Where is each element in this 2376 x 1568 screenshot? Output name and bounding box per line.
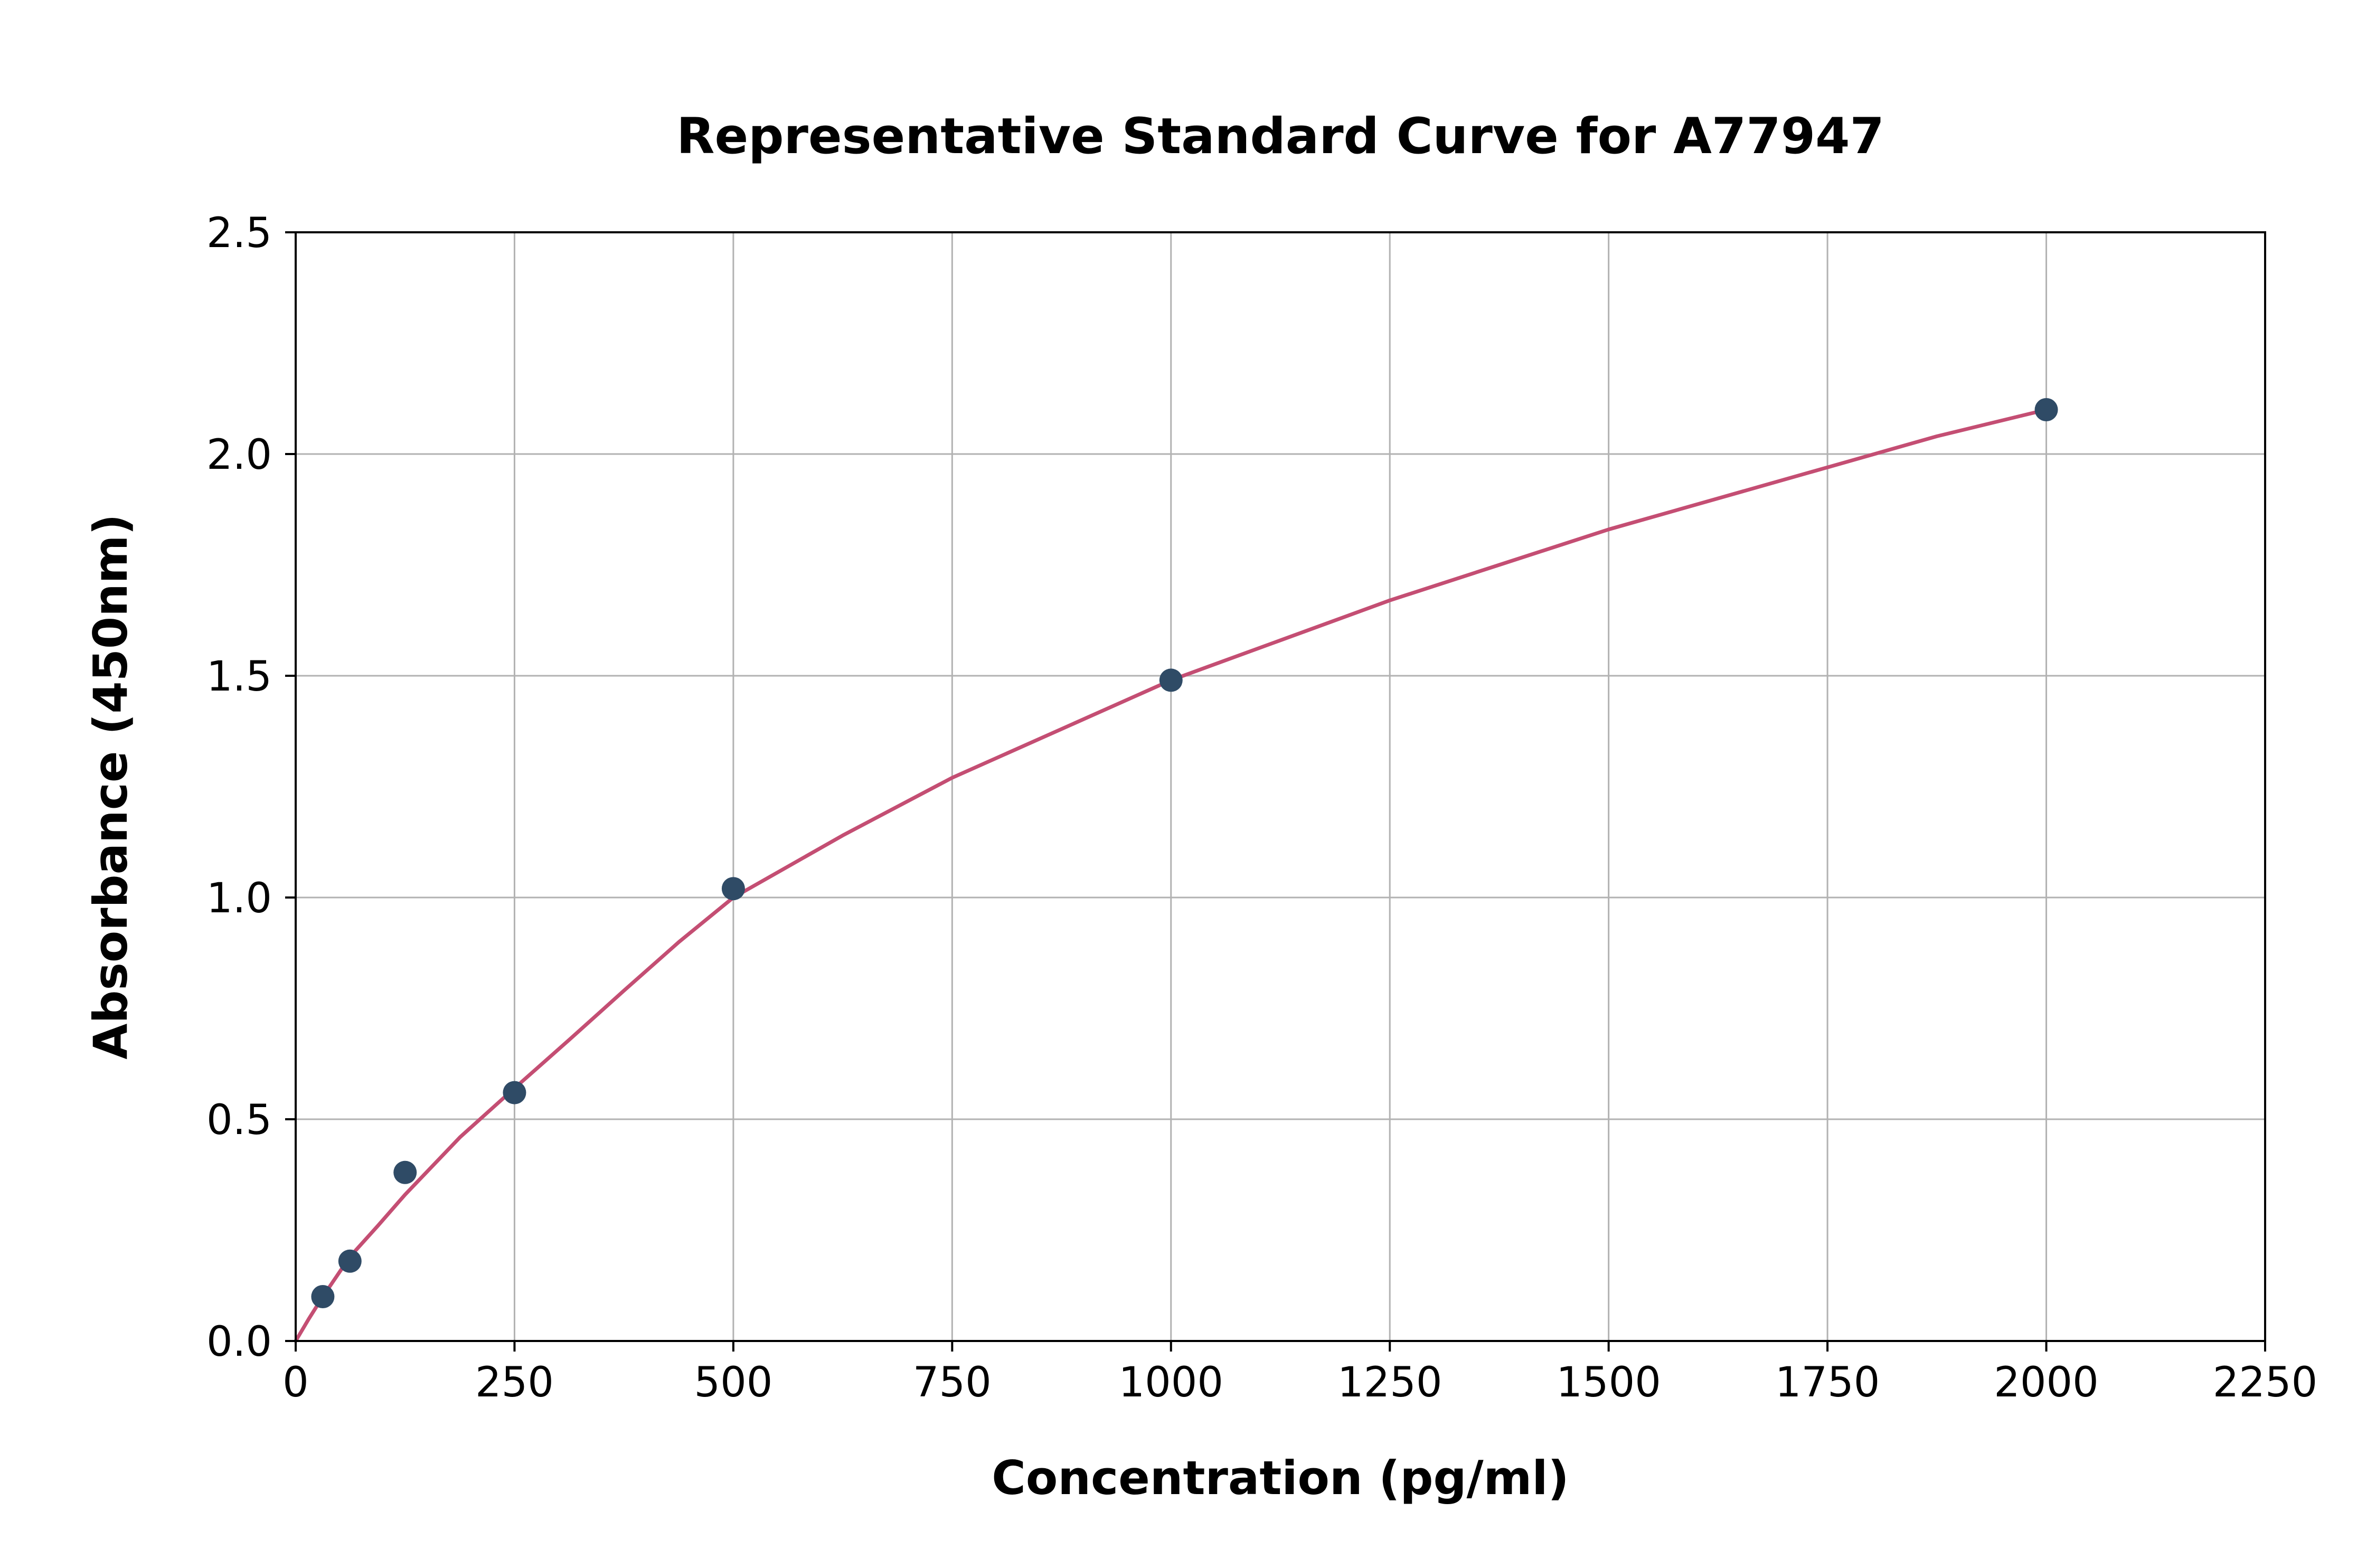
data-point [2034,398,2058,421]
y-axis-label: Absorbance (450nm) [83,514,138,1059]
y-tick-label: 0.0 [206,1318,272,1366]
data-point [721,877,745,901]
x-tick-label: 750 [913,1359,992,1406]
x-tick-label: 1250 [1337,1359,1442,1406]
x-tick-label: 250 [475,1359,554,1406]
x-tick-label: 2250 [2213,1359,2318,1406]
y-tick-label: 1.5 [206,653,272,701]
x-tick-label: 1000 [1119,1359,1224,1406]
plot-area [296,232,2265,1341]
x-tick-label: 500 [694,1359,772,1406]
data-point [1159,668,1183,692]
x-axis-label: Concentration (pg/ml) [992,1451,1569,1505]
x-tick-label: 0 [282,1359,309,1406]
x-tick-label: 2000 [1994,1359,2099,1406]
fit-curve [294,408,2049,1343]
x-tick-label: 1750 [1775,1359,1880,1406]
plot-border [295,231,2266,1342]
y-tick-label: 0.5 [206,1097,272,1144]
data-point [393,1160,417,1184]
chart-title: Representative Standard Curve for A77947 [676,108,1884,165]
data-point [338,1249,362,1273]
y-tick-label: 1.0 [206,875,272,922]
y-tick-label: 2.0 [206,431,272,479]
x-tick-label: 1500 [1556,1359,1661,1406]
data-point [503,1081,526,1104]
y-tick-label: 2.5 [206,210,272,257]
data-point [311,1285,335,1308]
